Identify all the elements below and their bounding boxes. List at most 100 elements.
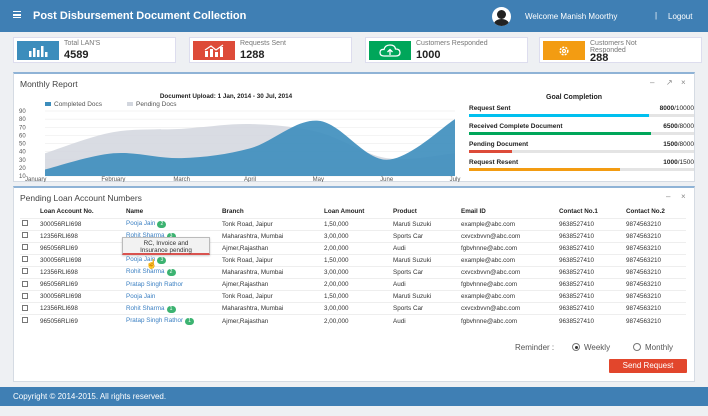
cell-email: fgbvhnne@abc.com: [459, 314, 557, 327]
row-checkbox[interactable]: [22, 268, 28, 275]
cell-amount: 1,50,000: [322, 290, 391, 303]
table-row[interactable]: 12356RLI698 Rohit Sharma 2 Maharashtra, Mum…: [20, 265, 686, 279]
cell-email: example@abc.com: [459, 290, 557, 303]
close-icon[interactable]: ×: [681, 78, 686, 87]
stat-card-requests-sent[interactable]: Requests Sent 1288: [189, 37, 352, 63]
column-header-contact1[interactable]: Contact No.1: [559, 207, 598, 215]
legend-completed: Completed Docs: [54, 101, 103, 108]
column-header-name[interactable]: Name: [126, 207, 144, 215]
column-header-email[interactable]: Email ID: [461, 207, 486, 215]
cell-c1: 9638527410: [557, 253, 624, 267]
row-checkbox[interactable]: [22, 317, 28, 324]
row-checkbox[interactable]: [22, 280, 28, 287]
row-checkbox-cell[interactable]: [20, 217, 38, 231]
table-row[interactable]: 12356RLI698 Rohit Sharma 1 Maharashtra, Mum…: [20, 302, 686, 315]
row-checkbox-cell[interactable]: [20, 277, 38, 291]
stat-label: Customers Responded: [416, 40, 488, 47]
welcome-text: Welcome Manish Moorthy: [525, 12, 618, 21]
y-tick-label: 10: [19, 174, 26, 180]
cell-name[interactable]: Pratap Singh Rathor: [124, 277, 220, 291]
customer-name-link[interactable]: Pooja Jain: [126, 256, 156, 264]
row-checkbox-cell[interactable]: [20, 253, 38, 267]
row-checkbox-cell[interactable]: [20, 265, 38, 279]
goal-value: 1000/1500: [663, 159, 694, 166]
cell-c1: 9638527410: [557, 229, 624, 243]
row-checkbox-cell[interactable]: [20, 314, 38, 327]
table-row[interactable]: 300056RLI698 Pooja Jain 3 Tonk Road, Jaipur…: [20, 253, 686, 267]
cell-product: Maruti Suzuki: [391, 290, 459, 303]
monthly-label[interactable]: Monthly: [645, 343, 674, 352]
pending-count-badge: 1: [166, 305, 176, 313]
x-tick-label: July: [450, 177, 461, 182]
logout-link[interactable]: Logout: [668, 12, 693, 21]
monthly-radio[interactable]: [633, 343, 641, 351]
stat-card-customers-responded[interactable]: Customers Responded 1000: [365, 37, 528, 63]
row-checkbox-cell[interactable]: [20, 290, 38, 303]
row-checkbox[interactable]: [22, 256, 28, 263]
row-checkbox-cell[interactable]: [20, 241, 38, 255]
cell-name[interactable]: Rohit Sharma 2: [124, 265, 220, 279]
minimize-icon[interactable]: –: [650, 78, 655, 87]
table-row[interactable]: 965056RLI69 Pratap Singh Rathor Ajmer,Raja…: [20, 277, 686, 291]
row-checkbox[interactable]: [22, 220, 28, 227]
column-header-lan[interactable]: Loan Account No.: [40, 207, 94, 215]
customer-name-link[interactable]: Pooja Jain: [126, 293, 156, 301]
cell-name[interactable]: Pooja Jain 3: [124, 253, 220, 267]
table-row[interactable]: 300056RLI698 Pooja Jain 2 Tonk Road, Jaipur…: [20, 217, 686, 231]
column-header-branch[interactable]: Branch: [222, 207, 244, 215]
cell-c2: 9874563210: [624, 253, 686, 267]
y-tick-label: 90: [19, 109, 26, 115]
expand-icon[interactable]: ↗: [666, 78, 673, 87]
stat-card-customers-not-responded[interactable]: Customers Not Responded 288: [539, 37, 702, 64]
customer-name-link[interactable]: Pratap Singh Rathor: [126, 317, 184, 325]
x-tick-label: April: [244, 177, 256, 182]
pending-count-badge: 2: [166, 269, 176, 277]
goal-value: 8000/10000: [659, 105, 694, 112]
weekly-radio[interactable]: [572, 343, 580, 351]
customer-name-link[interactable]: Rohit Sharma: [126, 268, 165, 276]
customer-name-link[interactable]: Pooja Jain: [126, 220, 156, 228]
row-checkbox[interactable]: [22, 244, 28, 251]
cell-c2: 9874563210: [624, 217, 686, 231]
customer-name-link[interactable]: Rohit Sharma: [126, 232, 165, 240]
x-tick-label: May: [313, 177, 324, 182]
goal-progress-fill: [469, 132, 652, 135]
minimize-icon[interactable]: –: [666, 192, 671, 201]
goal-request-sent: Request Sent 8000/10000: [469, 105, 694, 125]
cell-email: cxvcxbvvn@abc.com: [459, 229, 557, 243]
cell-name[interactable]: Pooja Jain: [124, 290, 220, 303]
customer-name-link[interactable]: Rohit Sharma: [126, 304, 165, 312]
customer-name-link[interactable]: Pratap Singh Rathor: [126, 281, 184, 289]
stat-label: Total LAN'S: [64, 40, 101, 47]
column-header-contact2[interactable]: Contact No.2: [626, 207, 665, 215]
cell-product: Sports Car: [391, 302, 459, 315]
area-chart: Document Upload: 1 Jan, 2014 - 30 Jul, 2…: [19, 93, 461, 182]
row-checkbox[interactable]: [22, 304, 28, 311]
column-header-product[interactable]: Product: [393, 207, 417, 215]
cell-name[interactable]: Rohit Sharma 1: [124, 302, 220, 315]
app-title: Post Disbursement Document Collection: [33, 10, 247, 22]
close-icon[interactable]: ×: [681, 192, 686, 201]
send-request-button[interactable]: Send Request: [609, 359, 687, 373]
cell-amount: 3,00,000: [322, 302, 391, 315]
row-checkbox-cell[interactable]: [20, 229, 38, 243]
stat-card-total-lans[interactable]: Total LAN'S 4589: [13, 37, 176, 63]
cell-name[interactable]: Pooja Jain 2: [124, 217, 220, 231]
cell-email: cxvcxbvvn@abc.com: [459, 265, 557, 279]
pending-count-badge: 3: [166, 233, 176, 241]
cell-amount: 1,50,000: [322, 253, 391, 267]
avatar[interactable]: [492, 7, 511, 26]
row-checkbox-cell[interactable]: [20, 302, 38, 315]
row-checkbox[interactable]: [22, 292, 28, 299]
column-header-amount[interactable]: Loan Amount: [324, 207, 365, 215]
menu-icon[interactable]: [13, 11, 21, 18]
weekly-label[interactable]: Weekly: [584, 343, 611, 352]
row-checkbox[interactable]: [22, 232, 28, 239]
table-row[interactable]: 300056RLI698 Pooja Jain Tonk Road, Jaipur 1…: [20, 290, 686, 303]
goal-received-complete: Received Complete Document 6500/8000: [469, 123, 694, 143]
cell-email: cxvcxbvvn@abc.com: [459, 302, 557, 315]
